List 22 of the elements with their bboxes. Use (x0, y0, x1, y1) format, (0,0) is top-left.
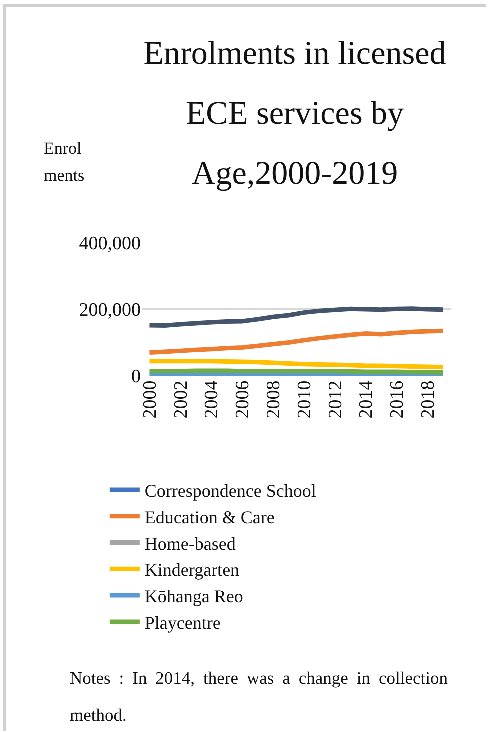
x-tick-label: 2014 (356, 380, 378, 419)
y-tick-label: 200,000 (79, 300, 141, 322)
x-tick-label: 2006 (232, 380, 254, 419)
x-tick-label: 2002 (170, 380, 192, 419)
y-tick-label: 0 (132, 366, 141, 388)
x-tick-label: 2012 (325, 380, 346, 419)
x-tick-label: 2000 (140, 380, 161, 419)
x-tick-label: 2010 (294, 380, 316, 419)
y-axis-title: Enrolments (44, 138, 86, 187)
y-tick-label: 400,000 (79, 234, 141, 255)
text: Notes : In 2014, there was a change in collection method. (70, 667, 448, 727)
legend-label: Kōhanga Reo (144, 586, 244, 607)
legend-label: Correspondence School (144, 480, 316, 501)
legend-label: Kindergarten (144, 560, 240, 580)
x-tick-label: 2018 (418, 380, 440, 419)
legend-label: Playcentre (144, 612, 221, 633)
legend-label: Education & Care (144, 507, 275, 528)
x-tick-label: 2008 (264, 380, 285, 419)
x-tick-label: 2016 (387, 380, 408, 419)
x-tick-label: 2004 (202, 380, 223, 419)
legend-label: Home-based (144, 534, 236, 554)
chart-title: Enrolments in licensed ECE services by Age,2000-2019 (142, 35, 448, 194)
